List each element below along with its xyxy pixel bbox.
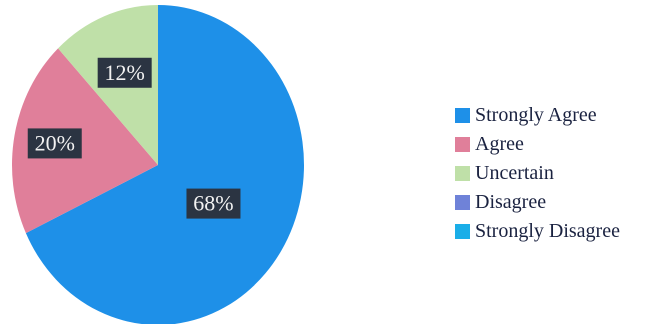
legend-item: Disagree [455, 188, 655, 217]
data-label-box [186, 188, 241, 219]
pie-data-labels: 68% 20% 12% [27, 57, 241, 219]
legend-label: Disagree [475, 191, 547, 213]
pie-slice-agree [12, 48, 159, 234]
legend-swatch [455, 195, 470, 210]
pie-slice-strongly-agree [25, 5, 304, 324]
pie-slices [12, 5, 304, 324]
legend-label: Uncertain [475, 162, 554, 184]
data-label: 20% [35, 130, 75, 155]
data-label: 12% [105, 60, 145, 85]
legend-item: Strongly Agree [455, 101, 655, 130]
legend-swatch [455, 108, 470, 123]
legend-swatch [455, 137, 470, 152]
legend-label: Strongly Agree [475, 104, 597, 126]
legend-item: Uncertain [455, 159, 655, 188]
legend-item: Strongly Disagree [455, 217, 655, 246]
data-label-box [27, 128, 82, 159]
legend-label: Strongly Disagree [475, 220, 620, 242]
data-label-box [97, 57, 152, 88]
data-label: 68% [193, 191, 233, 216]
legend-label: Agree [475, 133, 524, 155]
legend-item: Agree [455, 130, 655, 159]
legend-swatch [455, 224, 470, 239]
chart-legend: Strongly Agree Agree Uncertain Disagree Stro… [455, 101, 655, 246]
legend-swatch [455, 166, 470, 181]
